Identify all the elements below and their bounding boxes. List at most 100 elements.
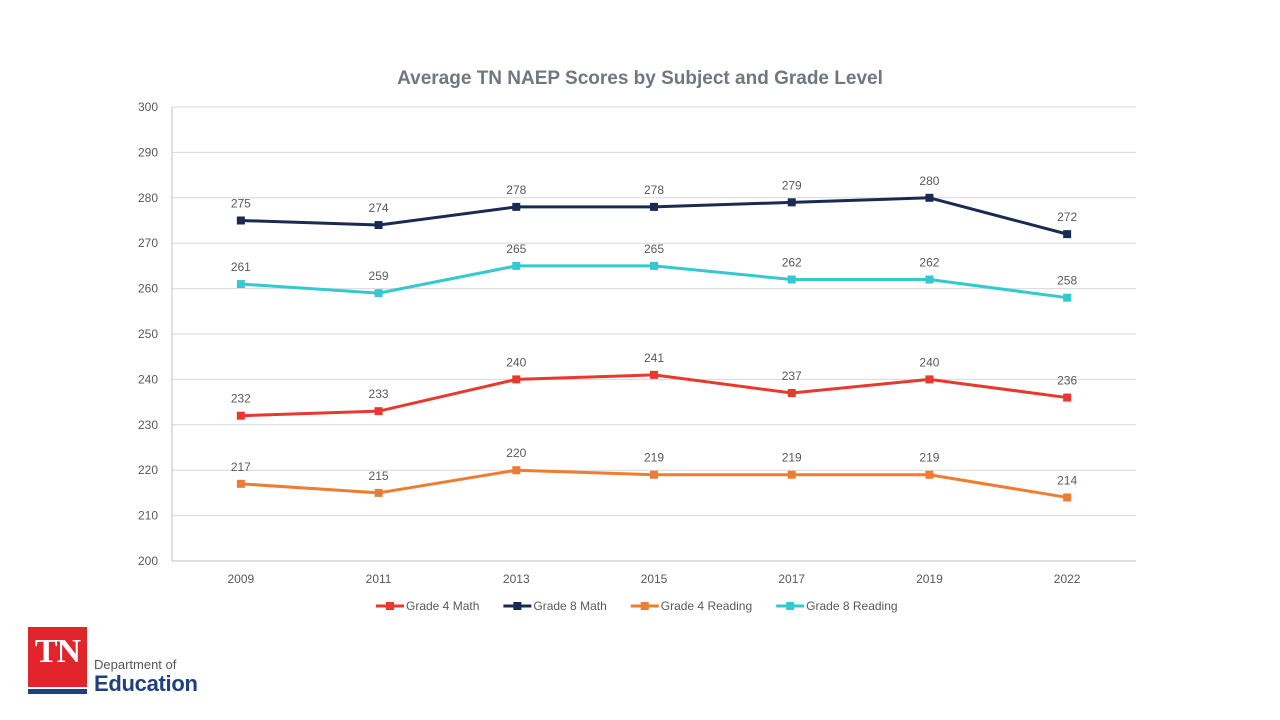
data-label-grade-8-math: 274 — [369, 201, 389, 215]
data-point-grade-4-math — [512, 375, 521, 384]
logo-stripe-blue — [28, 689, 87, 694]
y-tick-label: 250 — [138, 327, 158, 341]
data-point-grade-4-math — [787, 389, 796, 398]
data-label-grade-8-math: 278 — [644, 183, 664, 197]
axes: 300 290 280 270 260 250 240 230 220 210 200 2009 201… — [138, 100, 1136, 586]
data-point-grade-8-math — [650, 202, 658, 211]
x-tick-label: 2015 — [641, 572, 668, 586]
y-tick-label: 280 — [138, 191, 158, 205]
legend-label: Grade 4 Reading — [661, 599, 752, 613]
data-label-grade-8-reading: 262 — [919, 256, 939, 270]
data-label-grade-4-reading: 217 — [231, 460, 251, 474]
data-label-grade-8-math: 275 — [231, 197, 251, 211]
data-point-grade-4-math — [925, 375, 934, 384]
series-grade-8-math — [236, 193, 1072, 239]
legend-label: Grade 8 Reading — [806, 599, 897, 613]
data-point-grade-8-reading — [925, 275, 934, 284]
data-point-grade-4-math — [374, 407, 383, 416]
data-label-grade-4-math: 232 — [231, 392, 251, 406]
y-tick-label: 300 — [138, 100, 158, 114]
data-point-grade-4-reading — [512, 466, 521, 475]
data-point-grade-4-math — [1063, 393, 1072, 402]
data-label-grade-8-reading: 262 — [782, 256, 802, 270]
legend-item-grade-8-math: Grade 8 Math — [503, 599, 607, 613]
chart-title: Average TN NAEP Scores by Subject and Gr… — [397, 68, 883, 89]
data-point-grade-4-math — [650, 370, 658, 379]
y-tick-label: 240 — [138, 372, 158, 386]
series-line-grade-8-reading — [239, 264, 1069, 300]
data-label-grade-8-reading: 258 — [1057, 274, 1077, 288]
data-labels: 232 233 240 241 237 240 236 275 274 278 278 279 280 2… — [231, 174, 1078, 488]
data-label-grade-8-reading: 265 — [644, 242, 664, 256]
legend-label: Grade 4 Math — [406, 599, 479, 613]
data-label-grade-4-math: 236 — [1057, 374, 1077, 388]
data-point-grade-4-reading — [1063, 493, 1072, 502]
data-label-grade-4-math: 240 — [919, 355, 939, 369]
data-label-grade-8-math: 272 — [1057, 210, 1077, 224]
logo-tn-box: TN — [28, 627, 87, 687]
data-point-grade-4-reading — [787, 470, 796, 479]
x-tick-label: 2009 — [228, 572, 255, 586]
x-tick-label: 2011 — [366, 572, 392, 586]
data-point-grade-8-math — [236, 216, 245, 225]
data-point-grade-8-reading — [374, 289, 383, 298]
logo-stripe-white — [28, 687, 87, 689]
logo-education-text: Education — [94, 671, 198, 696]
y-tick-label: 260 — [138, 282, 158, 296]
data-point-grade-4-reading — [374, 488, 383, 497]
y-tick-label: 290 — [138, 145, 158, 159]
data-point-grade-4-math — [236, 411, 245, 420]
legend: Grade 4 Math Grade 8 Math Grade 4 Reading G… — [376, 599, 898, 613]
legend-swatch-marker — [640, 602, 649, 610]
data-point-grade-4-reading — [236, 479, 245, 488]
data-label-grade-8-math: 278 — [506, 183, 526, 197]
x-tick-label: 2019 — [916, 572, 943, 586]
data-label-grade-4-reading: 220 — [506, 446, 526, 460]
data-label-grade-4-math: 241 — [644, 351, 664, 365]
data-label-grade-4-reading: 214 — [1057, 473, 1077, 487]
x-tick-label: 2022 — [1054, 572, 1081, 586]
y-tick-label: 220 — [138, 463, 158, 477]
legend-swatch-marker — [513, 602, 522, 610]
legend-label: Grade 8 Math — [533, 599, 606, 613]
legend-item-grade-8-reading: Grade 8 Reading — [776, 599, 898, 613]
data-label-grade-4-reading: 215 — [369, 469, 389, 483]
data-label-grade-4-reading: 219 — [919, 451, 939, 465]
series-grade-4-reading — [236, 466, 1072, 502]
data-label-grade-8-reading: 261 — [231, 260, 251, 274]
legend-swatch-marker — [386, 602, 394, 610]
logo-department-text: Department of — [94, 657, 177, 672]
data-point-grade-8-math — [374, 221, 383, 230]
legend-swatch-marker — [786, 602, 795, 610]
y-tick-label: 210 — [138, 509, 158, 523]
data-point-grade-8-reading — [787, 275, 796, 284]
logo-tn-text: TN — [34, 633, 81, 670]
series-group — [236, 193, 1072, 502]
tn-education-logo: TN Department of Education — [28, 627, 208, 696]
y-tick-label: 270 — [138, 236, 158, 250]
data-label-grade-4-reading: 219 — [782, 451, 802, 465]
x-tick-label: 2013 — [503, 572, 530, 586]
data-point-grade-4-reading — [925, 470, 934, 479]
data-point-grade-8-reading — [512, 261, 521, 270]
legend-item-grade-4-reading: Grade 4 Reading — [630, 599, 752, 613]
data-label-grade-8-reading: 259 — [369, 269, 389, 283]
data-point-grade-8-reading — [650, 261, 658, 270]
series-grade-8-reading — [236, 261, 1072, 302]
series-grade-4-math — [236, 370, 1072, 420]
data-label-grade-4-reading: 219 — [644, 451, 664, 465]
y-tick-label: 200 — [138, 554, 158, 568]
data-label-grade-8-math: 279 — [782, 178, 802, 192]
data-label-grade-4-math: 240 — [506, 355, 526, 369]
data-point-grade-4-reading — [650, 470, 658, 479]
data-point-grade-8-reading — [1063, 293, 1072, 302]
data-point-grade-8-reading — [236, 280, 245, 289]
data-label-grade-8-math: 280 — [919, 174, 939, 188]
series-line-grade-4-math — [239, 373, 1069, 418]
data-point-grade-8-math — [1063, 230, 1072, 239]
data-label-grade-4-math: 233 — [369, 387, 389, 401]
data-label-grade-4-math: 237 — [782, 369, 802, 383]
x-tick-label: 2017 — [778, 572, 805, 586]
data-point-grade-8-math — [925, 193, 934, 202]
